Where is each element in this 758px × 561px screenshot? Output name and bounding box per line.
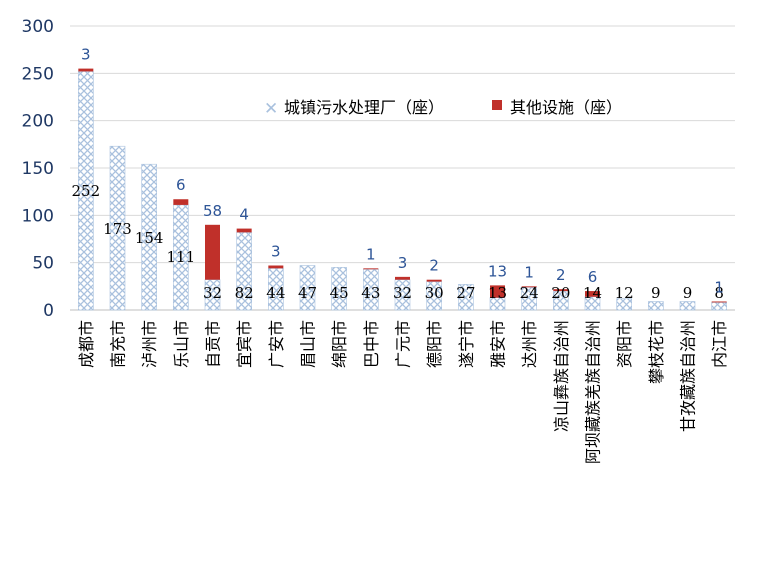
bar-other <box>585 291 600 297</box>
bar-other <box>521 286 537 288</box>
data-label-other: 2 <box>429 257 439 275</box>
data-label-plants: 8 <box>714 284 724 302</box>
data-label-plants: 9 <box>651 284 661 302</box>
x-tick-label: 乐山市 <box>172 320 191 368</box>
y-tick-label: 250 <box>22 64 54 84</box>
data-label-plants: 32 <box>203 284 222 302</box>
bar-plants <box>616 298 632 311</box>
x-tick-label: 甘孜藏族自治州 <box>679 320 698 432</box>
data-label-other: 4 <box>239 206 249 224</box>
x-tick-label: 阿坝藏族羌族自治州 <box>584 320 603 464</box>
bar-plants <box>648 301 664 311</box>
data-label-plants: 82 <box>235 284 254 302</box>
bar-other <box>553 289 569 292</box>
x-tick-label: 南充市 <box>109 320 128 368</box>
data-label-plants: 173 <box>103 220 132 238</box>
data-label-plants: 13 <box>488 284 507 302</box>
x-axis: 成都市 南充市 泸州市 乐山市 自贡市 宜宾市 广安市 眉山市 绵阳市 巴中市 广元市 德阳市 遂宁市雅… <box>77 320 729 464</box>
bar-other <box>205 224 220 280</box>
legend-item-other: 其他设施（座） <box>492 98 622 117</box>
data-label-plants: 20 <box>551 284 570 302</box>
y-tick-label: 200 <box>22 112 54 132</box>
bar-plants <box>299 265 316 311</box>
bar-plants <box>268 268 284 311</box>
bar-plants <box>458 284 474 311</box>
x-tick-label: 泸州市 <box>140 320 159 368</box>
data-label-other: 1 <box>714 278 724 296</box>
legend-item-plants: ✕ 城镇污水处理厂（座） <box>264 98 444 119</box>
data-label-other: 3 <box>81 46 91 64</box>
data-label-plants: 27 <box>456 284 475 302</box>
x-tick-label: 内江市 <box>710 320 729 368</box>
bar-other <box>78 68 94 72</box>
data-label-other: 6 <box>176 176 186 194</box>
bar-other <box>490 285 505 298</box>
data-label-plants: 45 <box>330 284 349 302</box>
bar-other <box>236 228 252 233</box>
x-tick-label: 德阳市 <box>425 320 444 368</box>
x-tick-label: 眉山市 <box>299 320 318 368</box>
x-tick-label: 攀枝花市 <box>647 320 666 384</box>
data-label-other: 58 <box>203 202 222 220</box>
data-label-plants: 32 <box>393 284 412 302</box>
y-tick-label: 150 <box>22 159 54 179</box>
bar-plants <box>331 267 347 311</box>
bar-other <box>711 301 727 303</box>
data-label-plants: 154 <box>135 229 164 247</box>
bar-plants <box>141 163 157 311</box>
bar-other <box>268 265 284 269</box>
y-tick-label: 0 <box>43 301 54 321</box>
x-tick-label: 凉山彝族自治州 <box>552 320 571 432</box>
x-tick-label: 达州市 <box>520 320 539 368</box>
data-label-other: 3 <box>398 254 408 272</box>
bar-other <box>426 279 442 282</box>
data-label-plants: 111 <box>167 248 196 266</box>
bar-other <box>363 268 379 270</box>
x-tick-label: 资阳市 <box>615 320 634 368</box>
data-label-plants: 14 <box>583 284 602 302</box>
data-label-other: 1 <box>366 245 376 263</box>
legend: ✕ 城镇污水处理厂（座） 其他设施（座） <box>264 98 622 119</box>
y-axis: 0 50 100 150 200 250 300 <box>22 17 54 321</box>
legend-swatch-plants-icon: ✕ <box>264 99 278 119</box>
data-label-plants: 30 <box>425 284 444 302</box>
bar-other <box>395 276 410 280</box>
data-label-plants: 24 <box>520 284 539 302</box>
x-tick-label: 绵阳市 <box>330 320 349 368</box>
y-tick-label: 100 <box>22 206 54 226</box>
y-tick-label: 300 <box>22 17 54 37</box>
x-tick-label: 遂宁市 <box>457 320 476 368</box>
data-label-plants: 47 <box>298 284 317 302</box>
data-label-other: 1 <box>524 263 534 281</box>
bar-plants <box>109 145 126 311</box>
x-tick-label: 广元市 <box>394 320 413 368</box>
data-label-other: 2 <box>556 266 566 284</box>
data-label-plants: 44 <box>266 284 285 302</box>
x-tick-label: 宜宾市 <box>235 320 254 368</box>
legend-label-other: 其他设施（座） <box>510 98 622 117</box>
bars <box>78 68 727 311</box>
data-label-other: 13 <box>488 262 507 280</box>
legend-label-plants: 城镇污水处理厂（座） <box>284 98 444 117</box>
bar-plants <box>679 301 696 311</box>
data-label-plants: 252 <box>72 182 101 200</box>
data-label-plants: 12 <box>615 284 634 302</box>
data-label-other: 6 <box>588 268 598 286</box>
x-tick-label: 自贡市 <box>204 320 223 368</box>
x-tick-label: 成都市 <box>77 320 96 368</box>
x-tick-label: 雅安市 <box>489 320 508 368</box>
bar-plants <box>78 71 94 311</box>
data-label-other: 3 <box>271 243 281 261</box>
y-tick-label: 50 <box>32 254 54 274</box>
data-label-plants: 43 <box>361 284 380 302</box>
bar-plants <box>711 302 727 311</box>
legend-swatch-other-icon <box>492 100 502 110</box>
bar-other <box>173 199 189 205</box>
x-tick-label: 广安市 <box>267 320 286 368</box>
data-label-plants: 9 <box>683 284 693 302</box>
x-tick-label: 巴中市 <box>362 320 381 368</box>
